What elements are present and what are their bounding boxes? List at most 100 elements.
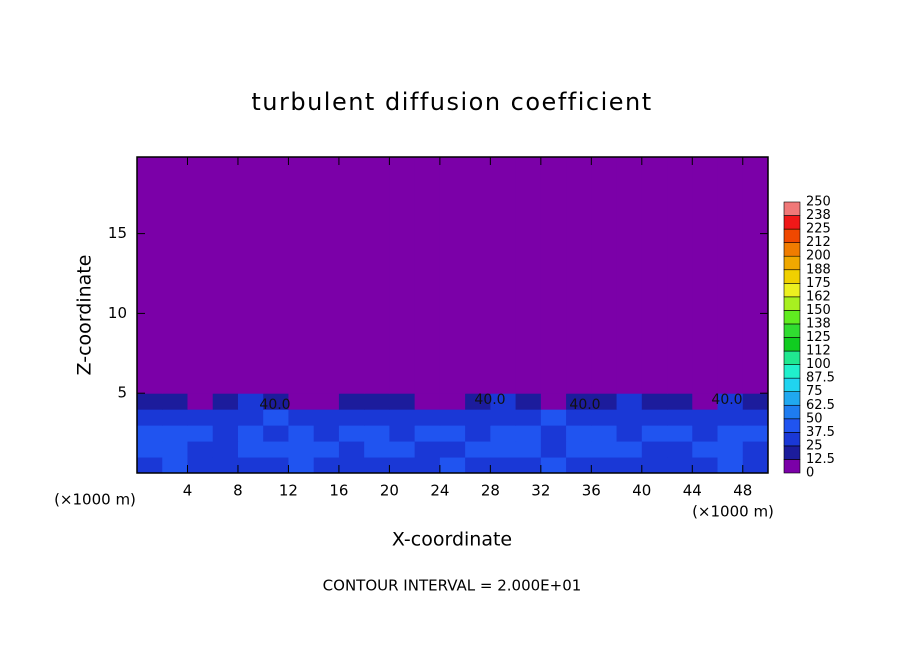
heatmap-cell (364, 441, 390, 458)
heatmap-cell (667, 457, 693, 474)
x-tick-label: 48 (733, 482, 752, 500)
colorbar-label: 138 (806, 316, 831, 331)
heatmap-cell (591, 441, 618, 458)
heatmap-cell (313, 157, 340, 394)
y-tick-label: 10 (108, 304, 127, 322)
heatmap-cell (616, 409, 643, 426)
heatmap-cell (591, 457, 618, 474)
heatmap-cell (692, 409, 719, 426)
heatmap-cell (263, 393, 289, 410)
x-tick-label: 28 (481, 482, 500, 500)
heatmap-cell (540, 409, 567, 426)
heatmap-cell (187, 157, 214, 394)
heatmap-cell (187, 393, 214, 410)
heatmap-cell (212, 409, 239, 426)
colorbar-label: 100 (806, 357, 831, 372)
colorbar-label: 75 (806, 384, 823, 399)
heatmap-cell (515, 393, 542, 410)
heatmap-cell (313, 409, 340, 426)
colorbar-label: 188 (806, 262, 831, 277)
colorbar-label: 162 (806, 289, 831, 304)
heatmap-cell (515, 425, 542, 442)
heatmap-cell (641, 457, 668, 474)
x-tick-label: 16 (329, 482, 348, 500)
heatmap-cell (237, 425, 264, 442)
x-unit-label: (×1000 m) (692, 503, 774, 521)
heatmap-cell (313, 441, 340, 458)
heatmap-cell (692, 441, 719, 458)
colorbar-label: 150 (806, 303, 831, 318)
heatmap-cell (566, 441, 592, 458)
colorbar-band (783, 377, 801, 392)
heatmap-cell (187, 409, 214, 426)
colorbar-label: 0 (806, 466, 814, 481)
heatmap-cell (591, 157, 618, 394)
heatmap-cell (137, 157, 163, 394)
colorbar-band (783, 228, 801, 243)
heatmap-cell (414, 157, 441, 394)
heatmap-cell (187, 441, 214, 458)
contour-label: 40.0 (259, 397, 290, 413)
colorbar-label: 112 (806, 344, 831, 359)
x-tick-label: 12 (279, 482, 298, 500)
heatmap-cell (641, 441, 668, 458)
heatmap-cell (566, 409, 592, 426)
heatmap-cell (338, 157, 365, 394)
colorbar-label: 200 (806, 249, 831, 264)
heatmap-cell (237, 457, 264, 474)
heatmap-cell (389, 457, 416, 474)
contour-interval: CONTOUR INTERVAL = 2.000E+01 (323, 577, 582, 595)
colorbar-label: 238 (806, 208, 831, 223)
heatmap-cell (364, 393, 390, 410)
heatmap-cell (616, 441, 643, 458)
colorbar-band (783, 215, 801, 230)
colorbar-band (783, 337, 801, 352)
heatmap-cell (490, 409, 517, 426)
heatmap-cell (742, 157, 769, 394)
heatmap-cell (717, 409, 744, 426)
colorbar-band (783, 445, 801, 460)
heatmap-cell (616, 425, 643, 442)
heatmap-cell (414, 425, 441, 442)
heatmap-cell (439, 393, 466, 410)
colorbar-label: 12.5 (806, 452, 835, 467)
heatmap-cell (616, 457, 643, 474)
colorbar-label: 62.5 (806, 398, 835, 413)
heatmap-cell (490, 393, 517, 410)
heatmap-cell (389, 157, 416, 394)
x-tick-label: 8 (233, 482, 243, 500)
heatmap-cell (162, 157, 188, 394)
heatmap-cell (667, 425, 693, 442)
heatmap-cell (667, 409, 693, 426)
plot-frame (136, 156, 769, 474)
heatmap-cell (389, 409, 416, 426)
heatmap-cell (237, 441, 264, 458)
heatmap-cell (742, 425, 769, 442)
heatmap-cell (212, 457, 239, 474)
heatmap-cell (540, 425, 567, 442)
heatmap-cell (313, 393, 340, 410)
heatmap-cell (515, 441, 542, 458)
colorbar-band (783, 310, 801, 325)
heatmap-cell (566, 157, 592, 394)
heatmap-cell (692, 157, 719, 394)
x-tick-label: 4 (183, 482, 193, 500)
heatmap-cell (263, 457, 289, 474)
heatmap-cell (515, 409, 542, 426)
heatmap-cell (137, 409, 163, 426)
heatmap-cell (465, 425, 491, 442)
heatmap-cell (490, 157, 517, 394)
heatmap-cell (364, 409, 390, 426)
heatmap-cell (414, 409, 441, 426)
heatmap-cell (490, 457, 517, 474)
heatmap-cell (162, 425, 188, 442)
heatmap-cell (490, 441, 517, 458)
heatmap-cell (465, 441, 491, 458)
colorbar-band (783, 201, 801, 216)
heatmap-cell (212, 393, 239, 410)
heatmap-cell (288, 425, 315, 442)
heatmap-cell (717, 393, 744, 410)
heatmap-cell (566, 393, 592, 410)
y-axis-label: Z-coordinate (74, 255, 96, 376)
